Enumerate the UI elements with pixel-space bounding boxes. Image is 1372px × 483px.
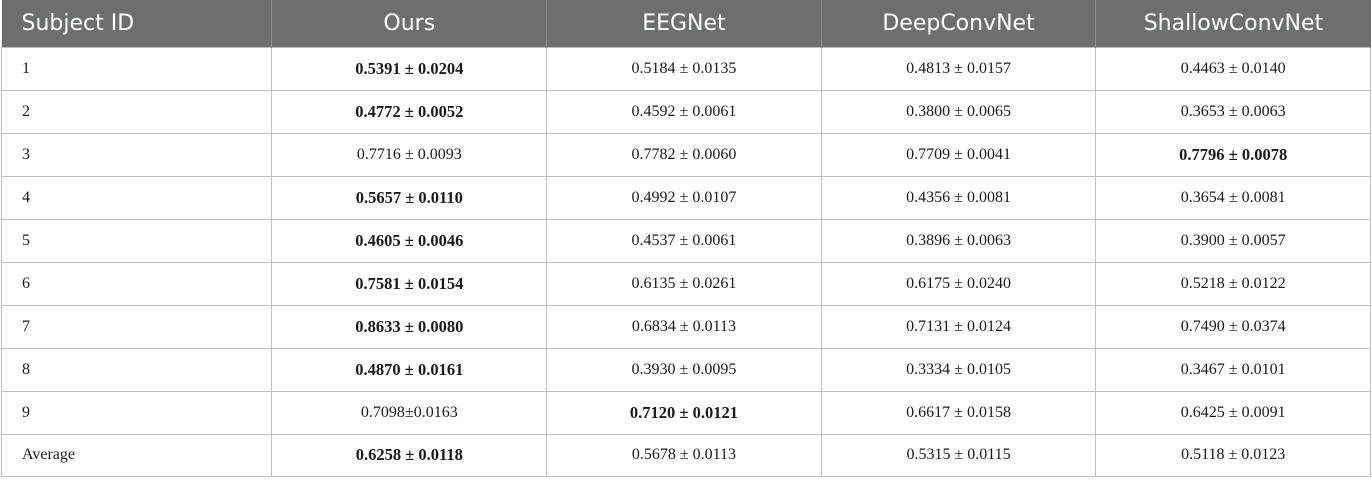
cell-subject-id: 2: [0, 89, 273, 134]
cell-shallowconvnet: 0.3900 ± 0.0057: [1095, 218, 1371, 263]
header-shallowconvnet: ShallowConvNet: [1095, 0, 1371, 47]
table-row: 5 0.4605 ± 0.0046 0.4537 ± 0.0061 0.3896 ± …: [0, 218, 1371, 263]
cell-ours: 0.7581 ± 0.0154: [271, 261, 548, 306]
cell-subject-id: 8: [0, 347, 273, 392]
table-row: 1 0.5391 ± 0.0204 0.5184 ± 0.0135 0.4813 ± …: [0, 46, 1371, 91]
cell-shallowconvnet: 0.7796 ± 0.0078: [1095, 132, 1371, 177]
cell-shallowconvnet: 0.4463 ± 0.0140: [1095, 46, 1371, 91]
cell-deepconvnet: 0.7709 ± 0.0041: [820, 132, 1097, 177]
cell-deepconvnet: 0.3334 ± 0.0105: [820, 347, 1097, 392]
cell-shallowconvnet: 0.3653 ± 0.0063: [1095, 89, 1371, 134]
cell-ours: 0.5657 ± 0.0110: [271, 175, 548, 220]
cell-eegnet: 0.4537 ± 0.0061: [546, 218, 822, 263]
cell-eegnet: 0.7782 ± 0.0060: [546, 132, 822, 177]
cell-deepconvnet: 0.3896 ± 0.0063: [820, 218, 1097, 263]
cell-eegnet: 0.4592 ± 0.0061: [546, 89, 822, 134]
cell-ours: 0.7098±0.0163: [271, 390, 548, 435]
table-row: 9 0.7098±0.0163 0.7120 ± 0.0121 0.6617 ± 0.…: [0, 390, 1371, 435]
cell-eegnet: 0.3930 ± 0.0095: [546, 347, 822, 392]
cell-eegnet: 0.4992 ± 0.0107: [546, 175, 822, 220]
cell-subject-id: 5: [0, 218, 273, 263]
cell-subject-id: 1: [0, 46, 273, 91]
cell-deepconvnet: 0.3800 ± 0.0065: [820, 89, 1097, 134]
cell-subject-id: 3: [0, 132, 273, 177]
cell-subject-id: 6: [0, 261, 273, 306]
table-row: 4 0.5657 ± 0.0110 0.4992 ± 0.0107 0.4356 ± …: [0, 175, 1371, 220]
table-row: 6 0.7581 ± 0.0154 0.6135 ± 0.0261 0.6175 ± …: [0, 261, 1371, 306]
cell-ours: 0.5391 ± 0.0204: [271, 46, 548, 91]
cell-ours: 0.4870 ± 0.0161: [271, 347, 548, 392]
table-row: Average 0.6258 ± 0.0118 0.5678 ± 0.0113 0.5…: [0, 433, 1371, 477]
cell-deepconvnet: 0.7131 ± 0.0124: [820, 304, 1097, 349]
cell-subject-id: Average: [0, 433, 273, 477]
table-body: 1 0.5391 ± 0.0204 0.5184 ± 0.0135 0.4813 ± …: [0, 46, 1371, 477]
table-row: 8 0.4870 ± 0.0161 0.3930 ± 0.0095 0.3334 ± …: [0, 347, 1371, 392]
cell-ours: 0.4605 ± 0.0046: [271, 218, 548, 263]
cell-subject-id: 9: [0, 390, 273, 435]
cell-eegnet: 0.6834 ± 0.0113: [546, 304, 822, 349]
cell-eegnet: 0.6135 ± 0.0261: [546, 261, 822, 306]
cell-deepconvnet: 0.6175 ± 0.0240: [820, 261, 1097, 306]
cell-subject-id: 4: [0, 175, 273, 220]
cell-deepconvnet: 0.4356 ± 0.0081: [820, 175, 1097, 220]
table-row: 3 0.7716 ± 0.0093 0.7782 ± 0.0060 0.7709 ± …: [0, 132, 1371, 177]
cell-ours: 0.4772 ± 0.0052: [271, 89, 548, 134]
header-eegnet: EEGNet: [546, 0, 822, 47]
header-row: Subject ID Ours EEGNet DeepConvNet Shall…: [1, 0, 1371, 47]
cell-eegnet: 0.7120 ± 0.0121: [546, 390, 822, 435]
cell-shallowconvnet: 0.7490 ± 0.0374: [1095, 304, 1371, 349]
cell-shallowconvnet: 0.5218 ± 0.0122: [1095, 261, 1371, 306]
cell-deepconvnet: 0.5315 ± 0.0115: [820, 433, 1097, 477]
header-subject-id: Subject ID: [1, 0, 273, 47]
cell-eegnet: 0.5678 ± 0.0113: [546, 433, 822, 477]
cell-eegnet: 0.5184 ± 0.0135: [546, 46, 822, 91]
table-row: 7 0.8633 ± 0.0080 0.6834 ± 0.0113 0.7131 ± …: [0, 304, 1371, 349]
cell-deepconvnet: 0.4813 ± 0.0157: [820, 46, 1097, 91]
table-header: Subject ID Ours EEGNet DeepConvNet Shall…: [1, 0, 1371, 47]
cell-shallowconvnet: 0.6425 ± 0.0091: [1095, 390, 1371, 435]
cell-shallowconvnet: 0.3654 ± 0.0081: [1095, 175, 1371, 220]
cell-ours: 0.6258 ± 0.0118: [271, 433, 548, 477]
cell-shallowconvnet: 0.5118 ± 0.0123: [1095, 433, 1371, 477]
cell-ours: 0.8633 ± 0.0080: [271, 304, 548, 349]
header-deepconvnet: DeepConvNet: [821, 0, 1097, 47]
cell-ours: 0.7716 ± 0.0093: [271, 132, 548, 177]
table-row: 2 0.4772 ± 0.0052 0.4592 ± 0.0061 0.3800 ± …: [0, 89, 1371, 134]
cell-shallowconvnet: 0.3467 ± 0.0101: [1095, 347, 1371, 392]
header-ours: Ours: [271, 0, 548, 47]
cell-subject-id: 7: [0, 304, 273, 349]
cell-deepconvnet: 0.6617 ± 0.0158: [820, 390, 1097, 435]
